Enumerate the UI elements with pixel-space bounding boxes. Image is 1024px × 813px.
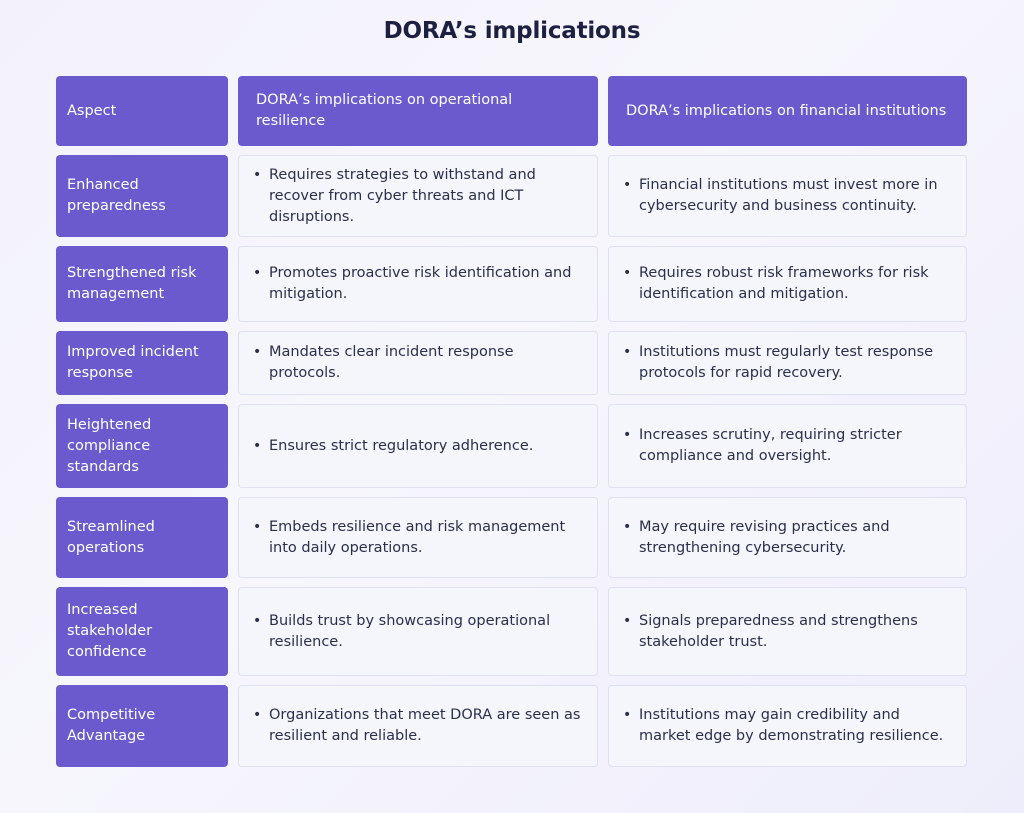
bullet-icon: • — [253, 344, 262, 360]
bullet-icon: • — [623, 427, 632, 443]
financial-text: Institutions may gain credibility and ma… — [639, 707, 944, 744]
operational-cell: • Ensures strict regulatory adherence. — [238, 404, 598, 488]
financial-text: May require revising practices and stren… — [639, 518, 890, 556]
implications-table: Aspect DORA’s implications on operationa… — [56, 76, 967, 767]
header-operational-resilience: DORA’s implications on operational resil… — [238, 76, 598, 146]
bullet-icon: • — [253, 707, 262, 723]
bullet-icon: • — [253, 612, 262, 629]
operational-cell: • Builds trust by showcasing operational … — [238, 587, 598, 676]
header-financial-institutions: DORA’s implications on financial institu… — [608, 76, 967, 146]
operational-text: Mandates clear incident response protoco… — [269, 344, 514, 381]
page-title: DORA’s implications — [383, 18, 641, 44]
operational-cell: • Mandates clear incident response protoc… — [238, 331, 598, 395]
bullet-icon: • — [623, 612, 632, 629]
bullet-icon: • — [623, 344, 632, 360]
financial-text: Increases scrutiny, requiring stricter c… — [639, 427, 902, 464]
operational-text: Promotes proactive risk identification a… — [269, 265, 572, 302]
operational-cell: • Promotes proactive risk identification … — [238, 246, 598, 322]
bullet-icon: • — [253, 437, 262, 454]
aspect-cell: Streamlined operations — [56, 497, 228, 578]
aspect-cell: Improved incident response — [56, 331, 228, 395]
bullet-icon: • — [623, 265, 632, 281]
bullet-icon: • — [253, 166, 262, 183]
operational-text: Organizations that meet DORA are seen as… — [269, 707, 581, 744]
aspect-cell: Increased stakeholder confidence — [56, 587, 228, 676]
aspect-cell: Enhanced preparedness — [56, 155, 228, 237]
financial-text: Institutions must regularly test respons… — [639, 344, 934, 381]
header-aspect: Aspect — [56, 76, 228, 146]
operational-text: Embeds resilience and risk management in… — [269, 518, 566, 556]
operational-text: Requires strategies to withstand and rec… — [269, 166, 536, 225]
bullet-icon: • — [253, 518, 262, 535]
operational-text: Ensures strict regulatory adherence. — [269, 437, 534, 454]
financial-cell: • Requires robust risk frameworks for ris… — [608, 246, 967, 322]
financial-cell: • Institutions may gain credibility and m… — [608, 685, 967, 767]
bullet-icon: • — [623, 707, 632, 723]
aspect-cell: Strengthened risk management — [56, 246, 228, 322]
operational-text: Builds trust by showcasing operational r… — [269, 612, 551, 650]
financial-text: Signals preparedness and strengthens sta… — [639, 612, 918, 650]
operational-cell: • Organizations that meet DORA are seen a… — [238, 685, 598, 767]
financial-cell: • Financial institutions must invest more… — [608, 155, 967, 237]
bullet-icon: • — [623, 518, 632, 535]
financial-cell: • Increases scrutiny, requiring stricter … — [608, 404, 967, 488]
financial-cell: • Institutions must regularly test respon… — [608, 331, 967, 395]
bullet-icon: • — [623, 177, 632, 193]
bullet-icon: • — [253, 265, 262, 281]
operational-cell: • Embeds resilience and risk management i… — [238, 497, 598, 578]
aspect-cell: Competitive Advantage — [56, 685, 228, 767]
operational-cell: • Requires strategies to withstand and re… — [238, 155, 598, 237]
aspect-cell: Heightened compliance standards — [56, 404, 228, 488]
financial-cell: • May require revising practices and stre… — [608, 497, 967, 578]
financial-text: Financial institutions must invest more … — [639, 177, 938, 214]
financial-cell: • Signals preparedness and strengthens st… — [608, 587, 967, 676]
financial-text: Requires robust risk frameworks for risk… — [639, 265, 929, 302]
